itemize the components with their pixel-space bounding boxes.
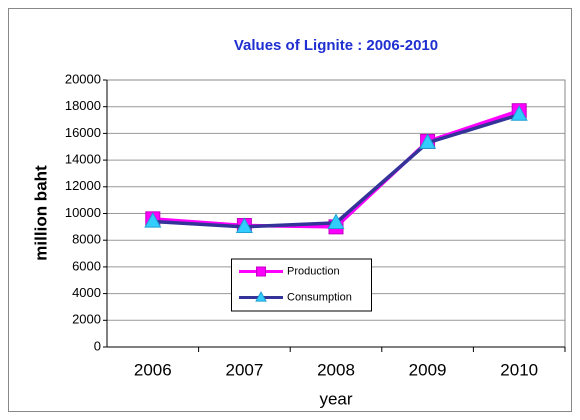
legend-marker xyxy=(255,291,267,302)
y-tick-label: 0 xyxy=(94,338,101,353)
legend-box xyxy=(231,258,372,312)
chart-frame xyxy=(8,8,572,412)
legend-label: Consumption xyxy=(287,291,352,303)
data-point xyxy=(510,105,528,121)
y-tick-label: 8000 xyxy=(72,232,101,247)
data-point xyxy=(144,212,162,228)
legend-marker xyxy=(256,266,266,277)
data-point xyxy=(419,133,437,149)
y-tick-label: 2000 xyxy=(72,312,101,327)
x-axis-label: year xyxy=(319,389,352,408)
x-tick-label: 2010 xyxy=(500,360,538,379)
x-tick-label: 2007 xyxy=(225,360,263,379)
y-tick-label: 6000 xyxy=(72,258,101,273)
data-point xyxy=(327,213,345,229)
legend-label: Production xyxy=(287,265,340,277)
y-tick-label: 16000 xyxy=(65,125,101,140)
y-tick-label: 18000 xyxy=(65,98,101,113)
y-tick-label: 12000 xyxy=(65,178,101,193)
y-tick-label: 20000 xyxy=(65,71,101,86)
x-tick-label: 2009 xyxy=(409,360,447,379)
y-tick-label: 4000 xyxy=(72,285,101,300)
legend: Production Consumption xyxy=(231,258,372,312)
x-tick-label: 2006 xyxy=(134,360,172,379)
y-tick-label: 14000 xyxy=(65,152,101,167)
x-tick-label: 2008 xyxy=(317,360,355,379)
chart-title: Values of Lignite : 2006-2010 xyxy=(234,37,438,54)
y-axis-label: million baht xyxy=(31,165,50,261)
data-point xyxy=(235,217,253,233)
y-tick-label: 10000 xyxy=(65,205,101,220)
